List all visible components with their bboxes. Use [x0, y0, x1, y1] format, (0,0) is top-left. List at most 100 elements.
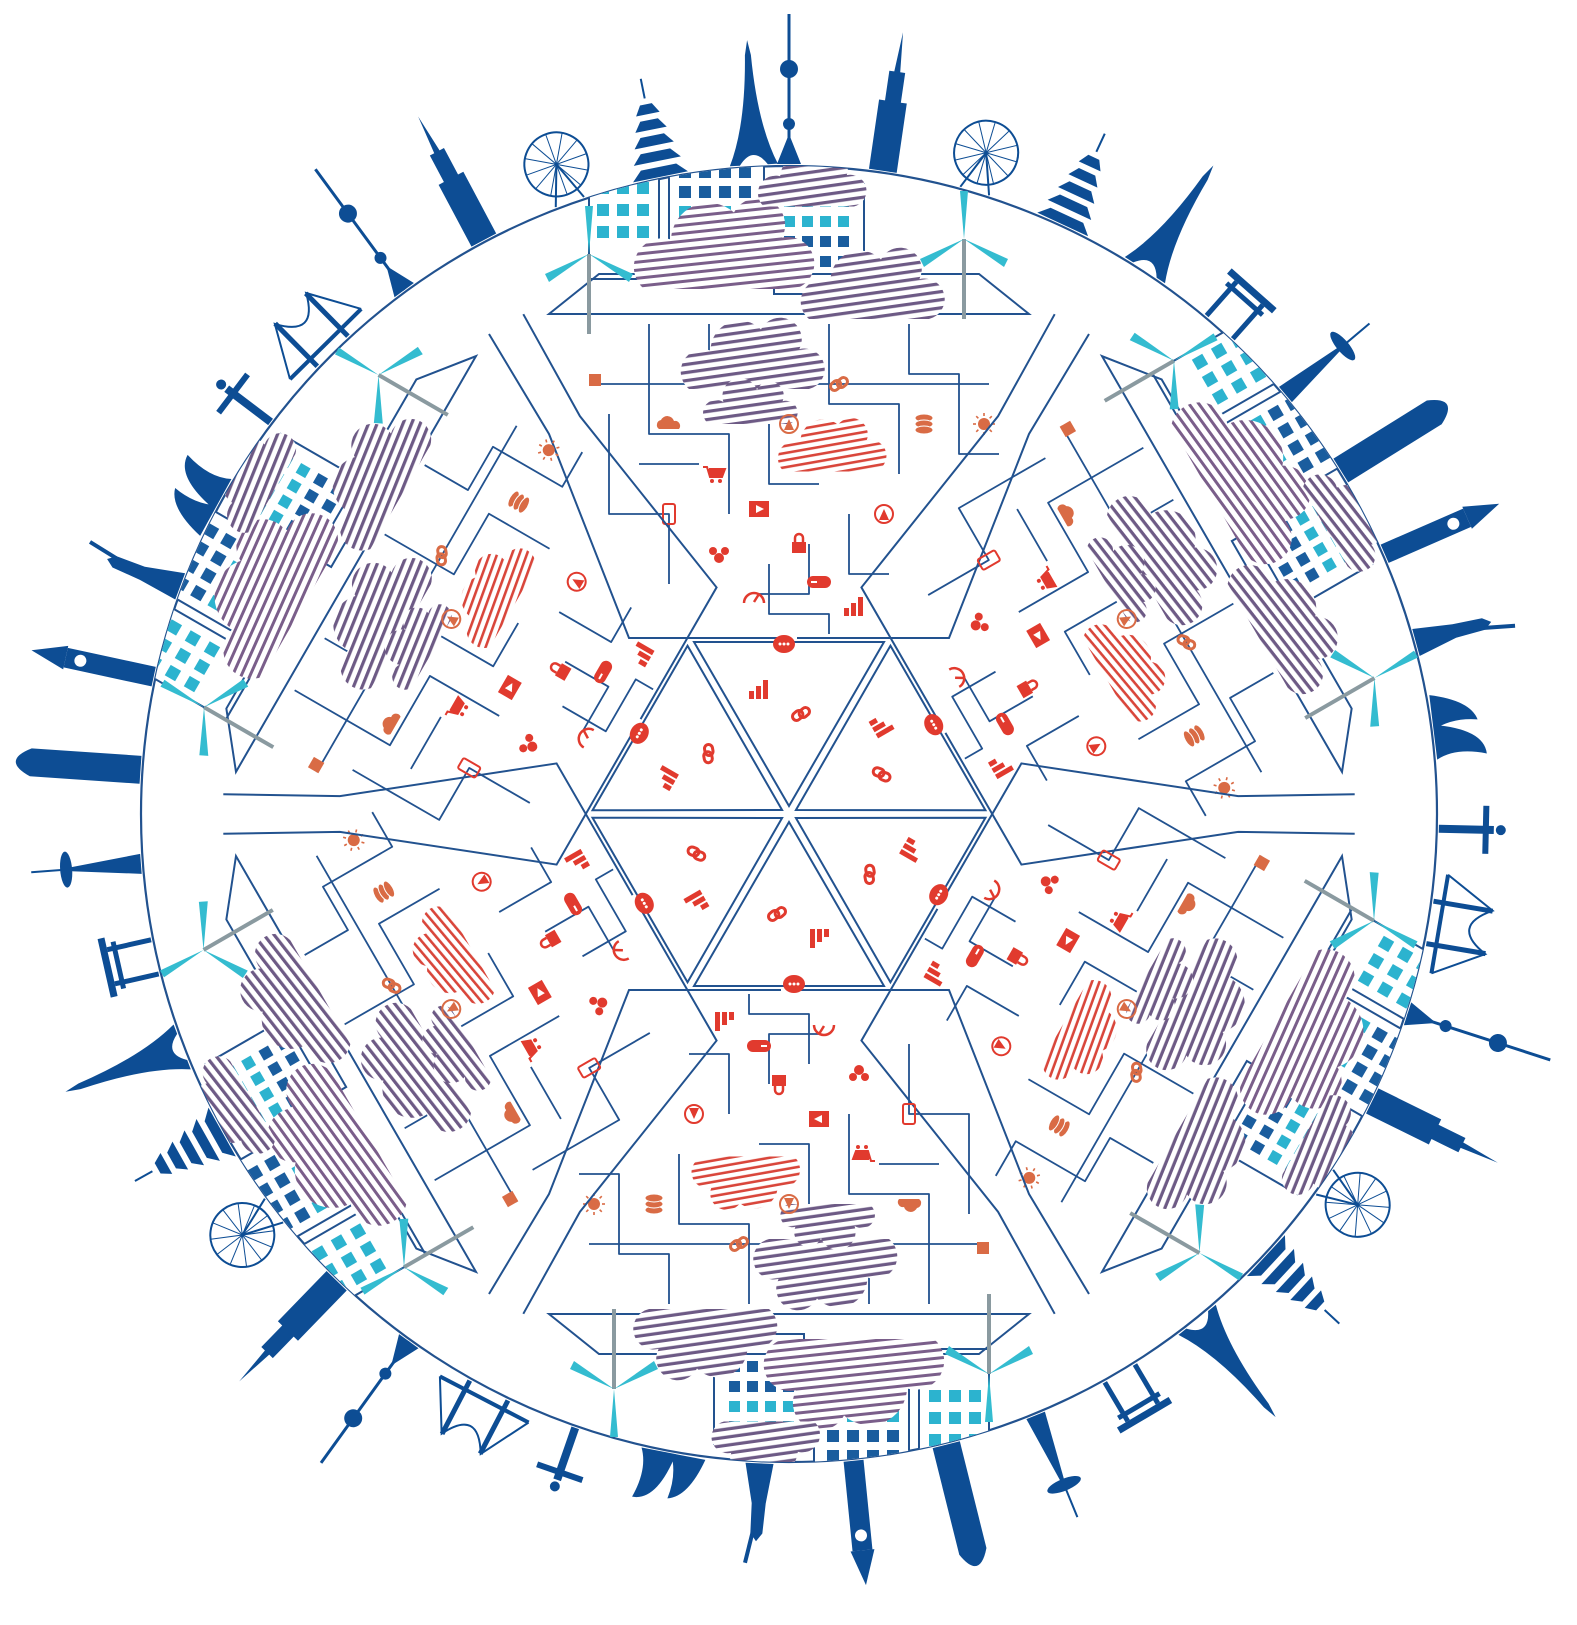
window [699, 186, 711, 198]
bulb-icon [1213, 777, 1236, 799]
window [165, 547, 182, 564]
window [597, 204, 609, 216]
space-needle [1026, 1411, 1081, 1518]
gamepad-icon [995, 712, 1014, 736]
cloud [1107, 496, 1218, 626]
cloud [267, 1063, 407, 1226]
big-ben [1380, 503, 1500, 563]
statue-of-liberty [743, 1462, 774, 1564]
window [200, 567, 217, 584]
square-node [1253, 854, 1271, 872]
database-icon [914, 413, 934, 435]
link-icon [686, 845, 707, 862]
video-icon [1056, 927, 1081, 954]
christ-statue [536, 1426, 584, 1492]
space-needle [1279, 322, 1371, 403]
window [294, 1206, 311, 1224]
circuit-wire [848, 1114, 930, 1304]
segment-3 [794, 762, 1437, 1315]
cart-icon [444, 695, 469, 717]
cloud [1126, 938, 1194, 1024]
chart-icon [987, 758, 1014, 780]
window [637, 182, 649, 194]
lock-icon [792, 532, 806, 553]
window [747, 1381, 758, 1392]
phone-icon [457, 757, 482, 779]
window [847, 1430, 859, 1442]
panel-border-left [488, 333, 781, 639]
window [719, 146, 731, 158]
panel-border-right [860, 908, 1056, 1315]
window [1312, 402, 1329, 419]
chart-icon [715, 1012, 734, 1031]
window [175, 530, 192, 547]
wind-turbine [945, 1294, 1033, 1422]
cloud [360, 1002, 471, 1132]
window [241, 1055, 257, 1071]
link-icon [435, 545, 448, 567]
phone-icon [577, 1057, 602, 1079]
window [1287, 439, 1304, 456]
wind-turbine [159, 901, 274, 979]
window [1278, 561, 1294, 577]
cloud [780, 1204, 875, 1250]
video-icon [1026, 622, 1051, 649]
panel-border-right [488, 989, 781, 1295]
circuit-wire [544, 905, 615, 951]
opera-house [632, 1447, 706, 1499]
window [359, 1240, 377, 1257]
circuit-wire [1025, 715, 1080, 782]
circuit-wire [562, 678, 654, 733]
link-icon [702, 743, 715, 765]
video-icon [749, 501, 769, 517]
eiffel-tower [729, 40, 778, 167]
cloud [1240, 949, 1364, 1115]
window [802, 236, 813, 247]
circuit-wire [908, 1044, 970, 1214]
window [1267, 1149, 1283, 1165]
circuit-wire [1047, 807, 1226, 861]
circuit-wire [768, 564, 830, 634]
circuit-wire [558, 606, 632, 643]
circuit-wire [1078, 881, 1284, 953]
circuit-wire [963, 677, 1034, 723]
link-icon [381, 977, 402, 994]
window [679, 186, 691, 198]
pagoda [633, 78, 688, 183]
panel-border-right [522, 313, 718, 720]
opera-house [174, 454, 232, 536]
segment-2 [794, 313, 1419, 866]
torii-gate [1204, 268, 1277, 341]
window [1376, 981, 1394, 998]
window [1285, 1118, 1301, 1134]
cloud [240, 933, 351, 1064]
circuit-wire [951, 670, 996, 760]
lock-icon [539, 929, 562, 949]
signal-icon [566, 571, 587, 592]
window [827, 1470, 839, 1482]
circuit-wire [294, 675, 500, 747]
window [1210, 342, 1228, 360]
panel-border-left [522, 908, 718, 1315]
window [802, 216, 813, 227]
ferris-wheel [523, 131, 590, 208]
circuit-wire [678, 1154, 750, 1304]
database-icon [1182, 724, 1206, 748]
circuit-wire [608, 414, 670, 584]
video-icon [497, 674, 522, 701]
circuit-wire [532, 1032, 651, 1171]
wind-turbine [334, 346, 449, 424]
window [321, 498, 337, 514]
signal-icon [779, 414, 799, 434]
window [264, 1154, 281, 1172]
statue-of-liberty [88, 540, 186, 600]
cloud-icon [897, 1199, 922, 1212]
big-ben [31, 645, 156, 687]
chat-icon [629, 722, 649, 744]
window [1321, 557, 1337, 573]
signal-icon [441, 609, 462, 630]
window [739, 166, 751, 178]
window [1259, 1124, 1275, 1140]
window [210, 550, 227, 567]
circuit-wire [828, 324, 900, 474]
